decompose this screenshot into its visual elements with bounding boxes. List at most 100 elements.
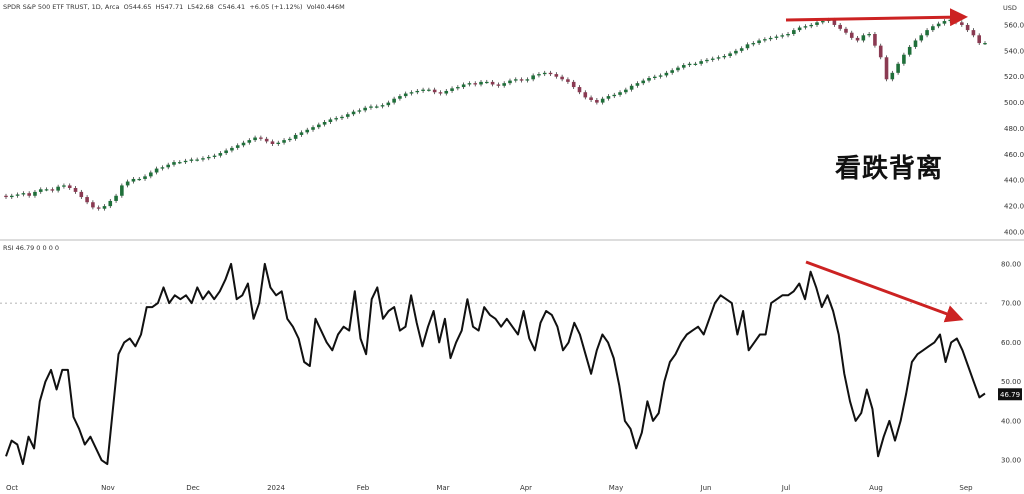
candle-body <box>705 59 709 62</box>
high-value: H547.71 <box>155 3 184 11</box>
x-tick-label: Dec <box>186 484 200 492</box>
candle-body <box>716 57 721 59</box>
candle-body <box>699 61 703 64</box>
candle-body <box>409 92 414 94</box>
change-value: +6.05 (+1.12%) <box>249 3 303 11</box>
candle-body <box>757 40 761 44</box>
rsi-tick-label: 30.00 <box>1001 457 1021 465</box>
candle-body <box>403 93 408 97</box>
candle-body <box>809 24 814 27</box>
rsi-last-value: 46.79 <box>1000 391 1020 399</box>
candle-body <box>357 110 362 112</box>
grid-layer <box>0 239 1024 304</box>
candle-body <box>589 97 593 100</box>
candle-body <box>687 63 692 66</box>
candle-body <box>340 116 344 119</box>
candle-body <box>160 167 165 169</box>
candle-body <box>73 188 78 192</box>
rsi-tick-label: 40.00 <box>1001 417 1021 425</box>
open-value: O544.65 <box>123 3 152 11</box>
candle-body <box>815 22 819 25</box>
low-value: L542.68 <box>187 3 214 11</box>
price-header: SPDR S&P 500 ETF TRUST, 1D, Arca O544.65… <box>3 3 345 11</box>
price-tick-label: 560.00 <box>1004 21 1024 29</box>
candle-body <box>751 43 756 45</box>
candle-body <box>508 80 512 84</box>
candle-body <box>624 89 628 93</box>
candle-body <box>537 74 541 76</box>
candle-body <box>907 46 912 55</box>
price-divergence-arrow <box>785 8 968 27</box>
candle-body <box>554 74 559 77</box>
candle-body <box>803 26 808 28</box>
candle-body <box>224 150 228 154</box>
candle-body <box>79 191 84 198</box>
candle-body <box>131 178 136 182</box>
candle-body <box>612 94 617 97</box>
candle-body <box>479 81 483 85</box>
candle-body <box>490 81 495 85</box>
candle-body <box>936 23 941 27</box>
price-tick-label: 540.00 <box>1004 47 1024 55</box>
candle-body <box>641 80 646 84</box>
arrow-annotations <box>785 8 968 323</box>
candle-body <box>427 89 431 91</box>
candle-body <box>948 19 953 22</box>
price-tick-label: 440.00 <box>1004 177 1024 185</box>
candle-body <box>270 141 275 144</box>
candle-body <box>797 27 802 31</box>
candle-body <box>206 156 211 159</box>
candle-body <box>96 207 101 209</box>
candle-body <box>780 35 785 37</box>
candle-body <box>212 155 217 157</box>
rsi-line <box>5 262 986 466</box>
candle-body <box>983 43 987 45</box>
candle-body <box>595 100 599 103</box>
candle-body <box>513 79 518 81</box>
candle-body <box>253 137 257 141</box>
candle-body <box>896 63 900 73</box>
candle-body <box>786 34 790 36</box>
candle-body <box>884 57 889 80</box>
candle-body <box>647 78 651 81</box>
candle-body <box>172 162 176 165</box>
candle-body <box>664 72 669 76</box>
rsi-tick-label: 80.00 <box>1001 260 1021 268</box>
candle-body <box>606 96 611 99</box>
candle-body <box>774 36 779 38</box>
candle-body <box>531 75 535 80</box>
candle-body <box>485 81 489 84</box>
candle-body <box>977 35 982 44</box>
candle-body <box>345 114 350 117</box>
candle-body <box>299 132 304 135</box>
candle-body <box>722 56 727 58</box>
candle-body <box>166 164 171 168</box>
candle-body <box>925 30 929 36</box>
candle-body <box>137 178 142 181</box>
candle-body <box>282 140 286 143</box>
candle-body <box>820 21 825 23</box>
candle-body <box>525 79 530 81</box>
candle-body <box>143 176 147 179</box>
candle-body <box>931 26 935 31</box>
candle-body <box>317 124 321 128</box>
candle-body <box>102 206 107 209</box>
candle-body <box>149 172 153 177</box>
candle-body <box>120 185 124 196</box>
candle-body <box>502 83 506 86</box>
candle-body <box>583 92 588 98</box>
candle-body <box>247 140 252 143</box>
candle-body <box>450 88 454 91</box>
candle-body <box>919 35 924 41</box>
candle-body <box>33 191 37 196</box>
candle-body <box>322 122 327 125</box>
candle-body <box>960 22 964 25</box>
candle-body <box>676 67 680 71</box>
candle-body <box>456 87 460 89</box>
price-tick-label: 460.00 <box>1004 151 1024 159</box>
candle-body <box>571 81 576 88</box>
x-tick-label: Aug <box>869 484 883 492</box>
candle-body <box>38 189 43 192</box>
candle-body <box>444 90 449 94</box>
